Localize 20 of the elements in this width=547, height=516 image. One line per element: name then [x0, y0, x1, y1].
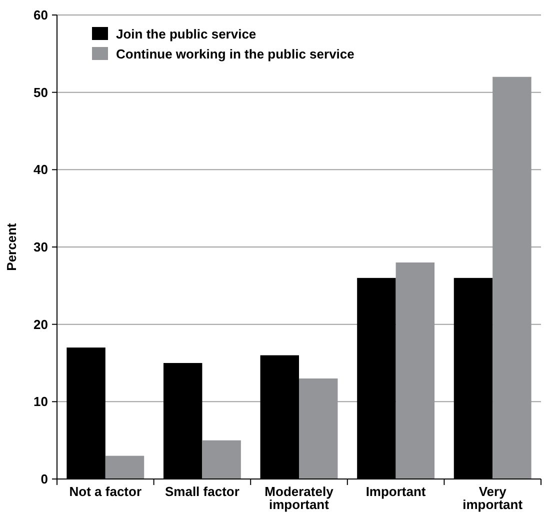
bar — [202, 440, 241, 479]
y-tick-label: 30 — [34, 240, 48, 255]
legend-label: Continue working in the public service — [116, 46, 354, 62]
x-tick-label: Important — [366, 484, 426, 499]
y-axis-title: Percent — [4, 222, 19, 271]
legend-label: Join the public service — [116, 26, 256, 42]
bar — [105, 456, 144, 479]
y-tick-label: 50 — [34, 84, 48, 100]
bar — [299, 378, 338, 479]
y-tick-label: 10 — [34, 394, 48, 410]
x-tick-label: Very important — [462, 484, 524, 512]
x-tick-label: Small factor — [164, 484, 240, 499]
bar — [396, 262, 435, 479]
x-tick-label: Moderately important — [264, 484, 334, 512]
y-tick-label: 40 — [34, 162, 48, 178]
bar — [492, 76, 532, 479]
y-tick-label: 60 — [34, 8, 48, 23]
y-tick-label: 20 — [34, 316, 48, 332]
x-tick-label: Not a factor — [69, 484, 142, 499]
y-tick-label: 0 — [40, 472, 48, 487]
